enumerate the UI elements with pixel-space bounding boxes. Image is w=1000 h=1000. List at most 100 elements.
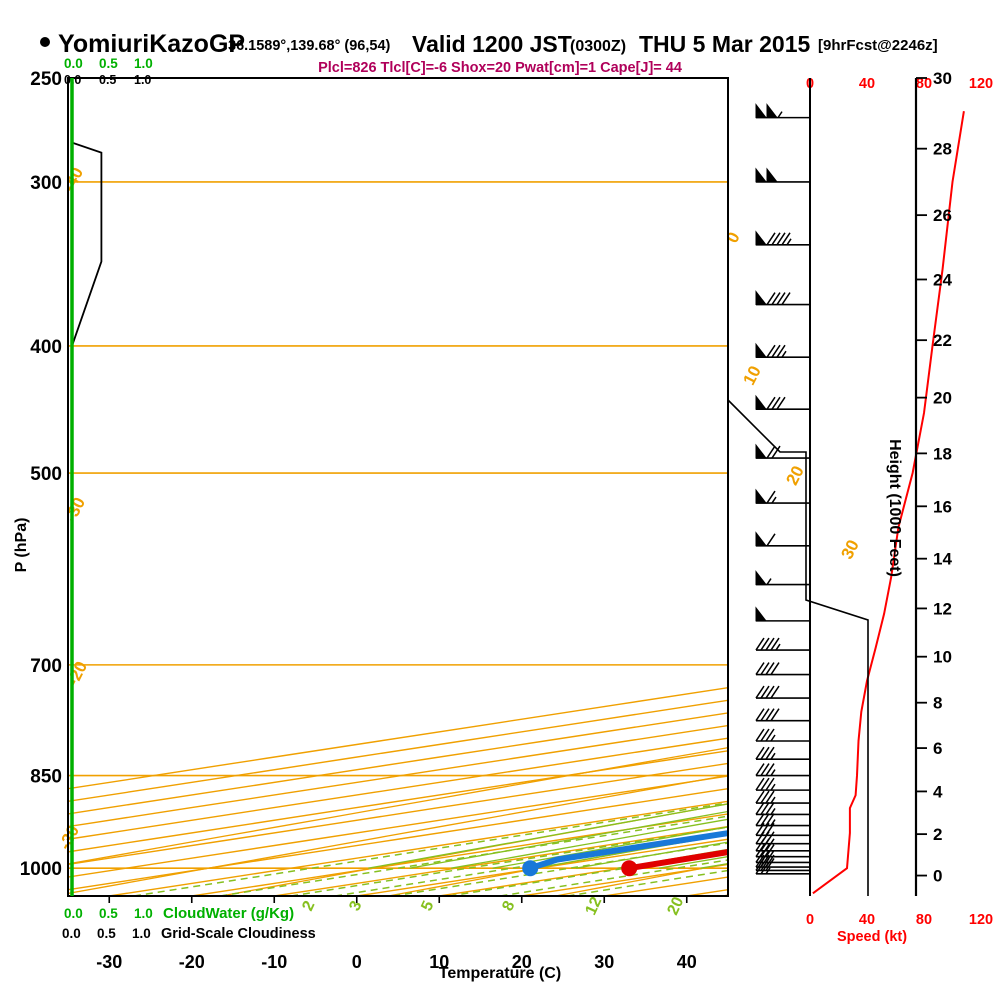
cloudiness-axis-label: Grid-Scale Cloudiness: [161, 926, 316, 942]
temperature-label-40: 40: [677, 952, 697, 972]
height-tick-label-22: 22: [933, 331, 952, 350]
dry-adiabat--40: [68, 774, 728, 895]
isotherm--20: [191, 813, 728, 896]
cloudwater-bottom-tick-0: 0.0: [64, 906, 83, 921]
height-tick-label-2: 2: [933, 825, 942, 844]
height-tick-label-28: 28: [933, 140, 952, 159]
height-tick-label-30: 30: [933, 69, 952, 88]
speed-bottom-tick-1: 40: [859, 912, 875, 928]
cloudiness-bottom-tick-2: 1.0: [132, 926, 151, 941]
temperature-label-10: 10: [429, 952, 449, 972]
wind-barb: [755, 763, 810, 777]
cloudwater-top-tick-2: 1.0: [134, 56, 153, 71]
wind-barb: [755, 746, 810, 761]
height-tick-label-18: 18: [933, 444, 952, 463]
top-speed-axis: 0 40 80 120: [806, 76, 993, 92]
height-tick-label-12: 12: [933, 599, 952, 618]
temperature-label--30: -30: [96, 952, 122, 972]
pressure-label-500: 500: [30, 464, 62, 485]
speed-top-tick-2: 80: [916, 76, 932, 92]
wind-barb: [755, 342, 810, 358]
height-tick-label-0: 0: [933, 867, 942, 886]
isotherm--50: [68, 775, 728, 878]
isotherm--90: [68, 724, 728, 828]
cloudiness-top-tick-2: 1.0: [134, 73, 151, 87]
mixing-ratio-0.4: [133, 802, 728, 896]
height-tick-label-16: 16: [933, 497, 952, 516]
cloudwater-axis-label: CloudWater (g/Kg): [163, 905, 294, 922]
wind-barb: [755, 637, 810, 651]
cloudwater-bottom-tick-1: 0.5: [99, 906, 118, 921]
sounding-stats: Plcl=826 Tlcl[C]=-6 Shox=20 Pwat[cm]=1 C…: [318, 60, 682, 76]
temperature-label-30: 30: [594, 952, 614, 972]
speed-bottom-tick-0: 0: [806, 912, 814, 928]
bottom-cloudwater-axis: 0.0 0.5 1.0 CloudWater (g/Kg): [64, 905, 294, 922]
cloudwater-top-tick-1: 0.5: [99, 56, 118, 71]
wind-speed-curve: [727, 111, 965, 896]
valid-date: THU 5 Mar 2015: [639, 31, 811, 57]
speed-curve: [812, 111, 965, 895]
mixing-ratio-label-20: 20: [664, 894, 687, 917]
height-tick-label-14: 14: [933, 550, 952, 569]
station-coords: 36.1589°,139.68° (96,54): [228, 38, 391, 54]
wind-barb: [755, 443, 810, 459]
cloudwater-top-tick-0: 0.0: [64, 56, 83, 71]
pressure-label-400: 400: [30, 337, 62, 358]
isotherm--70: [68, 750, 728, 853]
surface-dewpoint-marker: [522, 860, 539, 877]
wind-barb: [755, 802, 810, 816]
speed-bottom-tick-3: 120: [969, 912, 993, 928]
header: YomiuriKazoGP 36.1589°,139.68° (96,54) V…: [40, 30, 938, 76]
speed-top-tick-1: 40: [859, 76, 875, 92]
wind-barb: [755, 728, 810, 742]
pressure-axis-label: P (hPa): [13, 518, 30, 573]
wind-barb: [755, 167, 810, 183]
wind-barb: [755, 103, 810, 119]
station-name: YomiuriKazoGP: [58, 30, 245, 58]
wind-barb: [755, 685, 810, 699]
surface-marker-group: [522, 860, 638, 877]
temperature-label-0: 0: [352, 952, 362, 972]
mixing-ratio-grid: [133, 802, 728, 896]
isotherm--80: [68, 737, 728, 840]
valid-time: Valid 1200 JST: [412, 31, 572, 57]
wind-barb: [755, 394, 810, 411]
height-tick-label-26: 26: [933, 206, 952, 225]
wind-barb: [755, 662, 810, 676]
wind-barb: [755, 790, 810, 804]
wind-barb: [755, 531, 810, 547]
pressure-label-300: 300: [30, 173, 62, 194]
wind-barb: [755, 777, 810, 791]
isotherm--30: [109, 800, 728, 896]
top-cloudwater-axis: 0.0 0.5 1.0: [64, 56, 153, 71]
pressure-axis-labels: 250 300 400 500 700 850 1000: [20, 69, 62, 880]
wind-barb: [755, 606, 810, 622]
forecast-tag: [9hrFcst@2246z]: [818, 37, 938, 54]
cloudiness-top-tick-1: 0.5: [99, 73, 116, 87]
temperature-label--10: -10: [261, 952, 287, 972]
height-tick-label-4: 4: [933, 782, 943, 801]
wind-barb: [755, 488, 810, 504]
cloudiness-bottom-tick-0: 0.0: [62, 926, 81, 941]
temperature-axis-labels: -30 -20 -10 0 10 20 30 40: [96, 896, 697, 972]
height-axis-label: Height (1000 Feet): [886, 439, 903, 577]
wind-barb: [755, 861, 810, 875]
height-tick-label-10: 10: [933, 648, 952, 667]
isotherm--60: [68, 762, 728, 866]
temperature-axis-label: Temperature (C): [439, 965, 561, 982]
cloudwater-bottom-tick-2: 1.0: [134, 906, 153, 921]
height-tick-label-8: 8: [933, 694, 942, 713]
speed-axis-label: Speed (kt): [837, 929, 907, 945]
bottom-cloudiness-axis: 0.0 0.5 1.0 Grid-Scale Cloudiness: [62, 926, 316, 942]
speed-top-tick-3: 120: [969, 76, 993, 92]
surface-temperature-marker: [621, 860, 638, 877]
mixing-ratio-label-12: 12: [582, 894, 605, 917]
wind-barb: [755, 858, 810, 872]
wind-barb: [755, 708, 810, 722]
dry-adiabat--60: [68, 746, 728, 865]
speed-bottom-tick-2: 80: [916, 912, 932, 928]
height-tick-label-20: 20: [933, 389, 952, 408]
